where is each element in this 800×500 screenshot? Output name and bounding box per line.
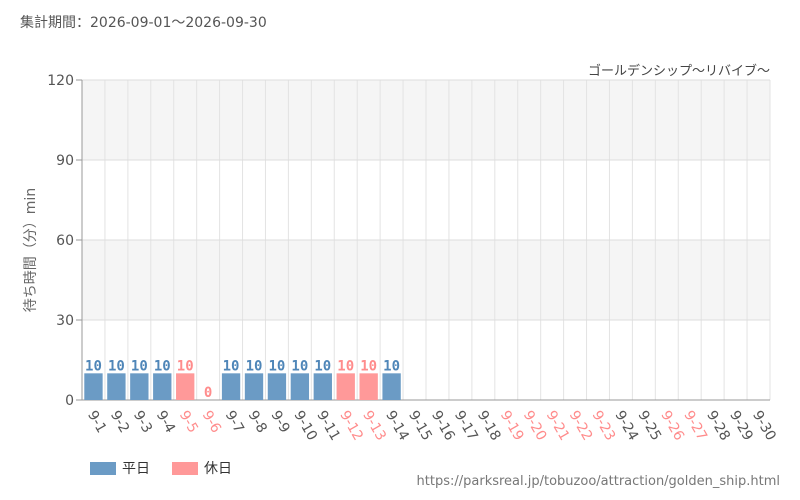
x-tick-label: 9-5 xyxy=(176,408,201,436)
source-url[interactable]: https://parksreal.jp/tobuzoo/attraction/… xyxy=(416,474,780,489)
y-tick-label: 30 xyxy=(56,313,74,329)
x-tick-label: 9-18 xyxy=(474,408,504,444)
bar xyxy=(313,373,332,400)
legend: 平日 休日 xyxy=(90,458,232,478)
legend-swatch-weekday xyxy=(90,461,116,475)
x-tick-label: 9-21 xyxy=(543,408,573,444)
chart-title: ゴールデンシップ～リバイブ～ xyxy=(587,64,770,79)
bar-value-label: 10 xyxy=(314,358,331,374)
bar-value-label: 10 xyxy=(291,358,308,374)
bar xyxy=(107,373,126,400)
bar xyxy=(290,373,310,400)
bar xyxy=(267,373,287,400)
legend-item-weekday[interactable]: 平日 xyxy=(90,458,150,478)
period-text: 集計期間：2026-09-01～2026-09-30 xyxy=(20,15,267,31)
x-tick-label: 9-11 xyxy=(313,408,343,444)
bar-value-label: 10 xyxy=(360,358,377,374)
bar xyxy=(130,373,149,400)
y-tick-label: 60 xyxy=(56,233,74,249)
y-tick-label: 90 xyxy=(56,153,74,169)
x-tick-label: 9-25 xyxy=(634,408,664,444)
bar xyxy=(221,373,241,400)
x-tick-label: 9-7 xyxy=(222,408,247,436)
x-tick-label: 9-22 xyxy=(566,408,596,444)
bar-value-label: 0 xyxy=(204,385,212,401)
bar-value-label: 10 xyxy=(269,358,286,374)
legend-label-weekday: 平日 xyxy=(122,461,150,477)
x-tick-label: 9-19 xyxy=(497,408,527,444)
y-tick-label: 120 xyxy=(47,73,74,89)
bar-value-label: 10 xyxy=(177,358,194,374)
bar-value-label: 10 xyxy=(223,358,240,374)
bar-value-label: 10 xyxy=(154,358,171,374)
bar-value-label: 10 xyxy=(246,358,263,374)
bar-value-label: 10 xyxy=(85,358,102,374)
legend-swatch-holiday xyxy=(172,461,198,475)
bar xyxy=(336,373,355,400)
x-tick-label: 9-6 xyxy=(199,408,224,436)
bar-value-label: 10 xyxy=(383,358,400,374)
bar xyxy=(153,373,172,400)
x-tick-label: 9-12 xyxy=(336,408,366,444)
x-tick-label: 9-23 xyxy=(589,408,619,444)
bar xyxy=(359,373,378,400)
x-tick-label: 9-4 xyxy=(153,408,178,436)
x-tick-label: 9-16 xyxy=(428,408,458,444)
x-tick-label: 9-29 xyxy=(726,408,756,444)
x-tick-label: 9-3 xyxy=(130,408,155,436)
bar xyxy=(176,373,195,400)
bar xyxy=(244,373,264,400)
legend-item-holiday[interactable]: 休日 xyxy=(172,458,232,478)
x-tick-label: 9-1 xyxy=(84,408,109,436)
x-tick-label: 9-2 xyxy=(107,408,132,436)
x-tick-label: 9-26 xyxy=(657,408,687,444)
x-tick-label: 9-14 xyxy=(382,408,412,444)
x-tick-label: 9-24 xyxy=(611,408,641,444)
y-tick-label: 0 xyxy=(65,393,74,409)
x-tick-label: 9-10 xyxy=(290,408,320,444)
x-tick-label: 9-9 xyxy=(267,408,292,436)
x-tick-label: 9-30 xyxy=(749,408,779,444)
bar-value-label: 10 xyxy=(337,358,354,374)
x-tick-label: 9-8 xyxy=(245,408,270,436)
x-tick-label: 9-28 xyxy=(703,408,733,444)
x-tick-label: 9-13 xyxy=(359,408,389,444)
x-tick-label: 9-15 xyxy=(405,408,435,444)
bar-value-label: 10 xyxy=(108,358,125,374)
bar-value-label: 10 xyxy=(131,358,148,374)
x-tick-label: 9-27 xyxy=(680,408,710,444)
legend-label-holiday: 休日 xyxy=(204,461,232,477)
bar xyxy=(382,373,401,400)
x-tick-label: 9-20 xyxy=(520,408,550,444)
x-tick-label: 9-17 xyxy=(451,408,481,444)
bar xyxy=(84,373,103,400)
